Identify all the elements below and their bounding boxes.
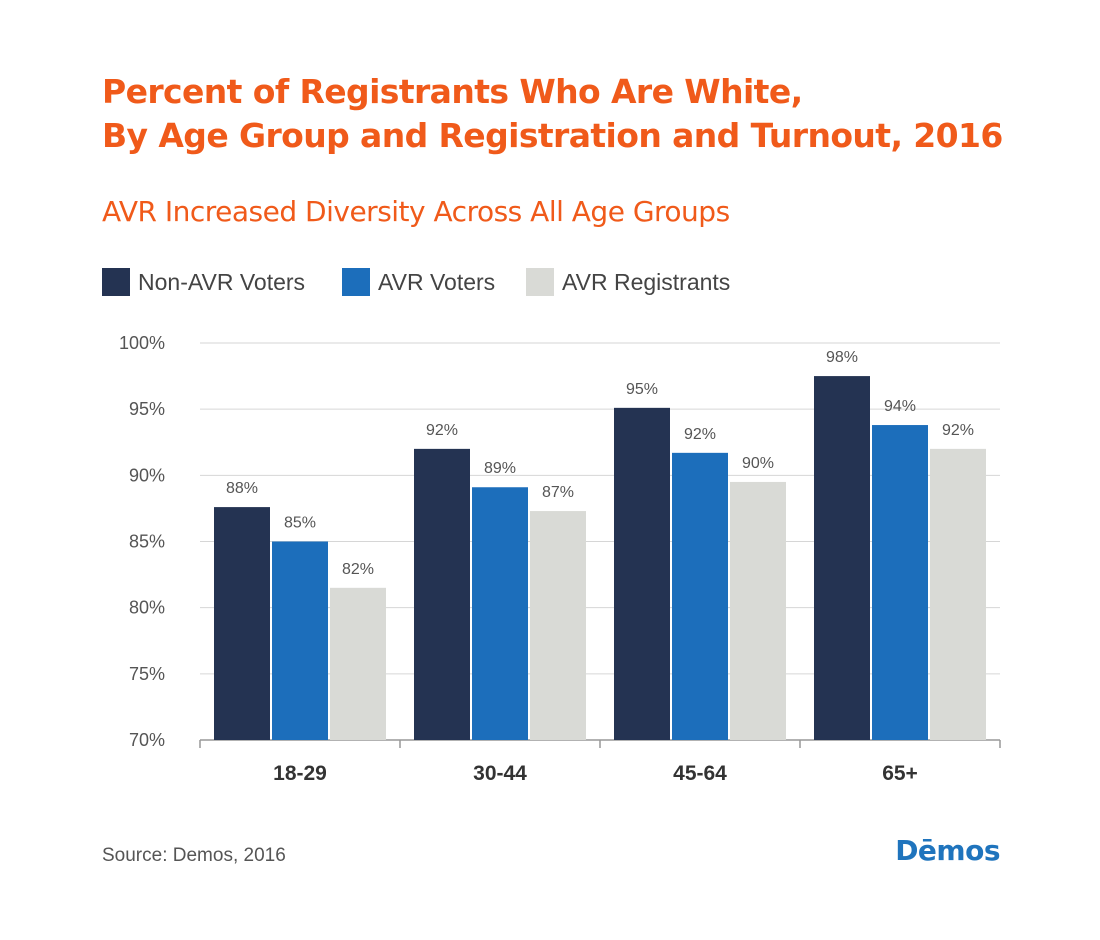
data-label: 98% bbox=[826, 349, 858, 366]
legend-item-avr-voters: AVR Voters bbox=[342, 268, 495, 296]
data-label: 85% bbox=[284, 515, 316, 532]
data-label: 94% bbox=[884, 398, 916, 415]
legend-swatch-non-avr-voters bbox=[102, 268, 130, 296]
x-tick-label: 65+ bbox=[882, 762, 918, 785]
legend-swatch-avr-voters bbox=[342, 268, 370, 296]
bar bbox=[272, 541, 328, 740]
y-tick-label: 75% bbox=[129, 664, 165, 684]
data-label: 92% bbox=[426, 422, 458, 439]
y-tick-label: 80% bbox=[129, 598, 165, 618]
data-label: 88% bbox=[226, 480, 258, 497]
data-label: 87% bbox=[542, 484, 574, 501]
bar bbox=[930, 448, 986, 740]
data-label: 92% bbox=[684, 426, 716, 443]
legend-item-avr-registrants: AVR Registrants bbox=[526, 268, 730, 296]
data-label: 90% bbox=[742, 455, 774, 472]
bar bbox=[730, 481, 786, 740]
bar bbox=[330, 587, 386, 740]
data-label: 95% bbox=[626, 381, 658, 398]
y-tick-label: 95% bbox=[129, 399, 165, 419]
y-tick-label: 90% bbox=[129, 465, 165, 485]
bar bbox=[872, 425, 928, 740]
data-label: 82% bbox=[342, 561, 374, 578]
legend-item-non-avr-voters: Non-AVR Voters bbox=[102, 268, 305, 296]
x-tick-label: 30-44 bbox=[473, 762, 527, 785]
legend-label-avr-registrants: AVR Registrants bbox=[562, 268, 731, 295]
y-tick-label: 100% bbox=[119, 333, 165, 353]
data-label: 89% bbox=[484, 460, 516, 477]
bar bbox=[472, 487, 528, 740]
bar bbox=[214, 507, 270, 740]
bar bbox=[614, 407, 670, 740]
y-tick-label: 70% bbox=[129, 730, 165, 750]
chart-title: Percent of Registrants Who Are White, By… bbox=[102, 70, 1003, 158]
demos-logo: Dēmos bbox=[895, 834, 1000, 867]
legend-swatch-avr-registrants bbox=[526, 268, 554, 296]
x-tick-label: 45-64 bbox=[673, 762, 727, 785]
x-tick-label: 18-29 bbox=[273, 762, 327, 785]
bar bbox=[672, 452, 728, 740]
y-tick-label: 85% bbox=[129, 532, 165, 552]
chart-title-line-1: Percent of Registrants Who Are White, bbox=[102, 72, 803, 111]
source-note: Source: Demos, 2016 bbox=[102, 845, 286, 866]
data-label: 92% bbox=[942, 422, 974, 439]
bar bbox=[814, 376, 870, 740]
chart-title-line-2: By Age Group and Registration and Turnou… bbox=[102, 116, 1003, 155]
bar bbox=[414, 448, 470, 740]
legend-label-avr-voters: AVR Voters bbox=[378, 268, 496, 295]
chart-subtitle: AVR Increased Diversity Across All Age G… bbox=[102, 195, 730, 228]
legend-label-non-avr-voters: Non-AVR Voters bbox=[138, 268, 306, 295]
bar bbox=[530, 511, 586, 740]
